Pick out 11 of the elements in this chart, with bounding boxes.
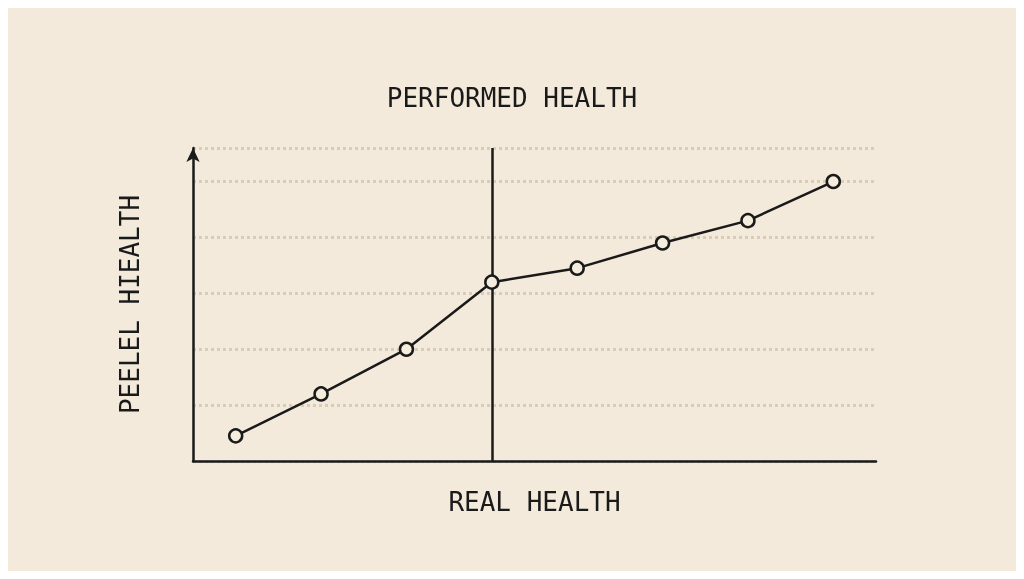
point [227,428,244,444]
point [484,274,500,290]
chart-title: PERFORMED HEALTH [386,83,638,113]
point [825,173,842,190]
point [740,212,756,229]
point [569,260,585,276]
y-axis-title: PEELEL HIEALTH [115,194,145,415]
point [654,235,671,251]
point [398,341,415,357]
point [313,386,329,402]
x-axis-title: REAL HEALTH [448,487,621,517]
